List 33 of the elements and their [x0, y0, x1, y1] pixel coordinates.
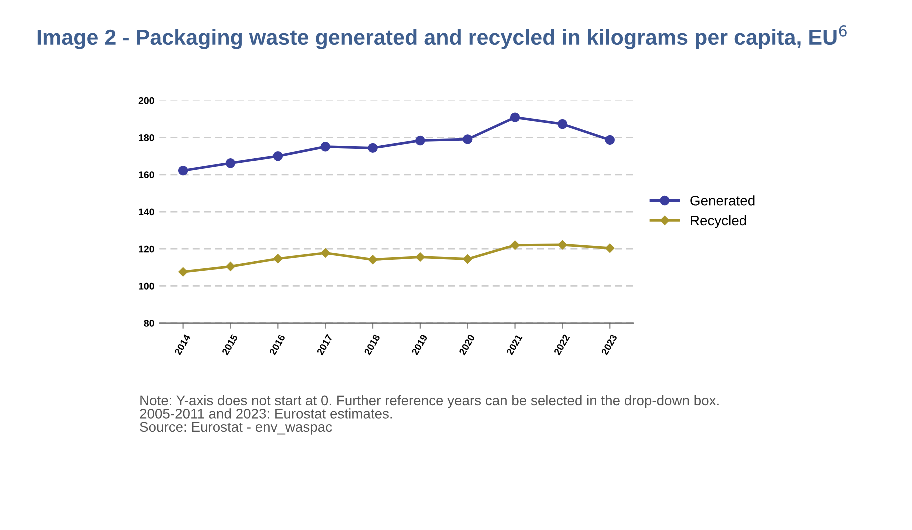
legend-label: Generated	[690, 196, 755, 206]
point	[510, 240, 520, 250]
point	[462, 134, 473, 144]
point	[226, 158, 236, 168]
source-note: Source: Eurostat - env_waspac	[140, 422, 332, 435]
point	[368, 143, 378, 154]
text: 2005-2011 and 2023: Eurostat estimates.	[140, 408, 392, 419]
point	[558, 119, 568, 130]
legend-label: Recycled	[691, 215, 746, 228]
point	[606, 244, 615, 253]
point	[226, 262, 236, 272]
point	[368, 255, 378, 264]
point	[178, 166, 188, 176]
point	[605, 135, 615, 146]
point	[178, 267, 188, 277]
y-tick-label: 200	[138, 97, 154, 104]
point	[320, 248, 330, 258]
y-tick-label: 100	[139, 282, 154, 290]
y-tick-label: 160	[139, 172, 154, 179]
point	[463, 254, 472, 264]
point	[416, 136, 426, 146]
point	[558, 240, 568, 250]
text: Note: Y-axis does not start at 0. Further reference years can be selected in the drop-down box.	[140, 395, 719, 408]
point	[320, 142, 330, 152]
chart-title: Image 2 - Packaging waste generated and recycled in kilograms per capita, EU$^{6}$	[38, 25, 847, 50]
y-tick-label: 80	[144, 320, 154, 327]
point	[274, 254, 283, 264]
point	[416, 252, 426, 262]
point	[510, 112, 520, 122]
y-tick-label: 120	[139, 246, 154, 253]
y-tick-label: 140	[139, 208, 154, 216]
point	[273, 151, 284, 162]
y-tick-label: 180	[139, 134, 154, 142]
